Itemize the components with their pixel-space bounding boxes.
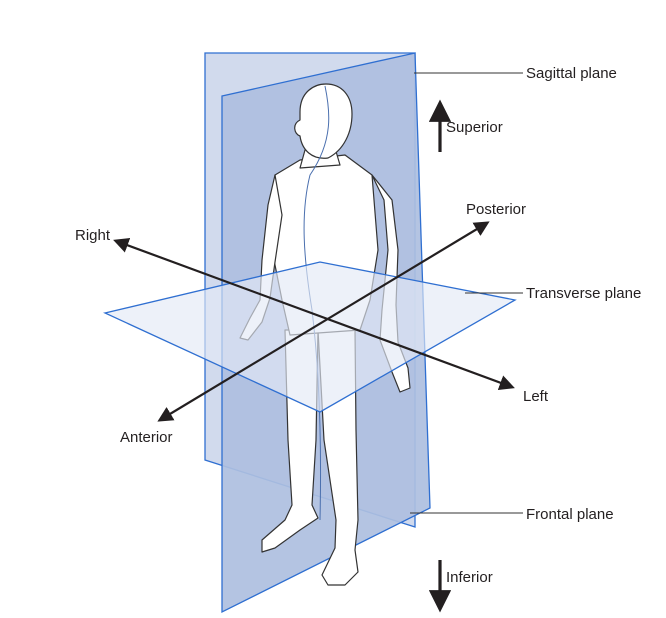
anterior-label: Anterior: [120, 429, 173, 446]
sagittal-plane-label: Sagittal plane: [526, 65, 617, 82]
left-label: Left: [523, 388, 549, 405]
figure-head: [294, 83, 353, 159]
frontal-plane-label: Frontal plane: [526, 506, 614, 523]
transverse-plane: [103, 261, 517, 413]
transverse-plane-label: Transverse plane: [526, 285, 641, 302]
superior-label: Superior: [446, 119, 503, 136]
anterior-posterior-axis-arrow: [157, 221, 490, 422]
right-label: Right: [75, 227, 111, 244]
posterior-label: Posterior: [466, 201, 526, 218]
inferior-label: Inferior: [446, 569, 493, 586]
